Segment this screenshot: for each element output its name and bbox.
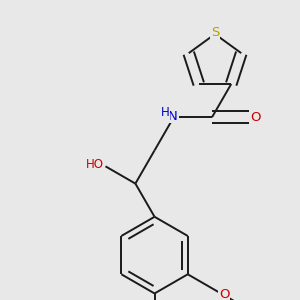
Text: O: O [219, 288, 230, 300]
Text: HO: HO [86, 158, 104, 171]
Text: N: N [168, 110, 178, 123]
Text: S: S [211, 26, 219, 39]
Text: H: H [161, 106, 170, 119]
Text: O: O [250, 111, 261, 124]
